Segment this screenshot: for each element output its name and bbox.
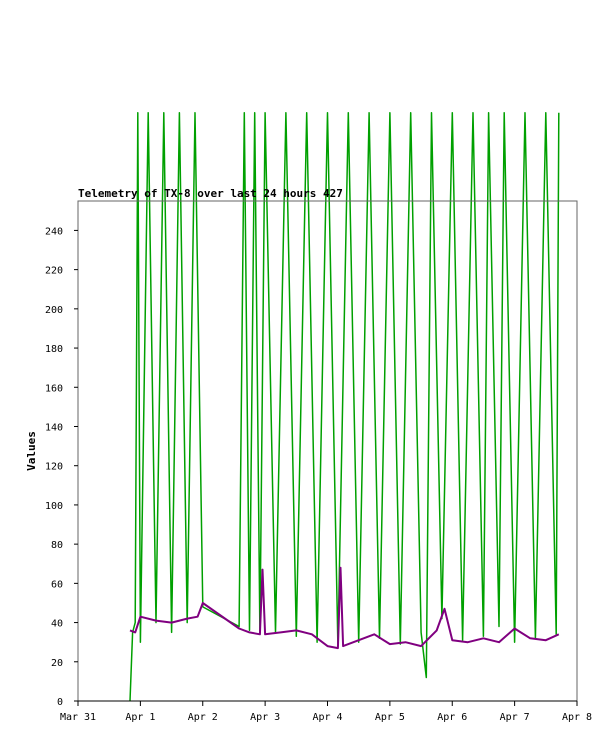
x-tick-label: Apr 8 (562, 712, 592, 723)
y-tick-label: 140 (45, 422, 63, 433)
y-tick-label: 100 (45, 501, 63, 512)
x-tick-label: Apr 3 (250, 712, 280, 723)
y-tick-label: 240 (45, 226, 63, 237)
series-line-2 (129, 566, 560, 650)
y-tick-label: 60 (51, 579, 63, 590)
x-tick-label: Mar 31 (60, 712, 96, 723)
y-axis-ticks: 0 20 40 60 80 100 120 140 160 180 200 220 240 (45, 226, 78, 708)
y-tick-label: 80 (51, 540, 63, 551)
x-tick-label: Apr 5 (375, 712, 405, 723)
y-tick-label: 220 (45, 266, 63, 277)
y-tick-label: 0 (57, 697, 63, 708)
series-line-1 (129, 112, 560, 702)
x-axis-ticks: Mar 31 Apr 1 Apr 2 Apr 3 Apr 4 Apr 5 Apr 6 Apr … (60, 701, 592, 723)
x-tick-label: Apr 1 (125, 712, 155, 723)
y-tick-label: 200 (45, 305, 63, 316)
y-tick-label: 40 (51, 619, 63, 630)
x-tick-label: Apr 6 (437, 712, 467, 723)
y-tick-label: 120 (45, 462, 63, 473)
y-axis-label: Values (25, 431, 38, 471)
y-tick-label: 20 (51, 658, 63, 669)
plot-lines (129, 112, 560, 702)
x-tick-label: Apr 7 (500, 712, 530, 723)
y-tick-label: 180 (45, 344, 63, 355)
chart-title: Telemetry of TX-8 over last 24 hours 427 (78, 187, 343, 200)
y-tick-label: 160 (45, 383, 63, 394)
x-tick-label: Apr 4 (312, 712, 342, 723)
x-tick-label: Apr 2 (188, 712, 218, 723)
